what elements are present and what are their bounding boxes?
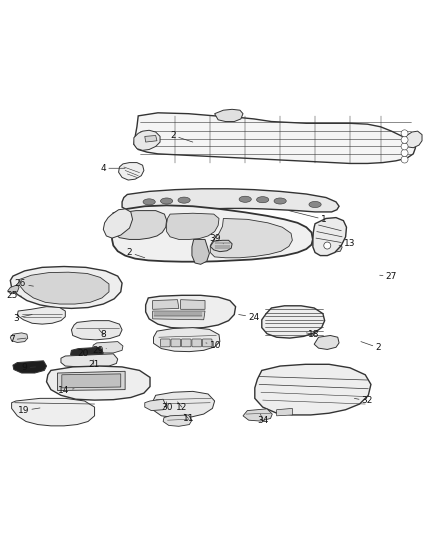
Polygon shape <box>314 335 339 350</box>
Text: 13: 13 <box>339 239 356 248</box>
Polygon shape <box>112 205 313 262</box>
Text: 8: 8 <box>99 329 106 339</box>
Polygon shape <box>92 342 123 353</box>
Circle shape <box>324 242 331 249</box>
Polygon shape <box>11 333 28 343</box>
Ellipse shape <box>274 198 286 204</box>
Text: 7: 7 <box>9 335 26 344</box>
Polygon shape <box>19 272 109 304</box>
Polygon shape <box>146 295 236 328</box>
Circle shape <box>401 143 408 150</box>
Text: 2: 2 <box>361 342 381 352</box>
Polygon shape <box>12 398 95 426</box>
Text: 19: 19 <box>18 406 40 415</box>
Polygon shape <box>57 372 125 391</box>
Circle shape <box>401 149 408 157</box>
Polygon shape <box>62 374 121 388</box>
Polygon shape <box>103 209 133 238</box>
Polygon shape <box>46 366 150 400</box>
Polygon shape <box>113 211 166 239</box>
FancyBboxPatch shape <box>192 339 201 347</box>
Text: 30: 30 <box>161 402 173 411</box>
Polygon shape <box>122 189 339 212</box>
Text: 1: 1 <box>289 211 327 224</box>
Polygon shape <box>134 113 416 164</box>
Text: 32: 32 <box>354 397 373 406</box>
Ellipse shape <box>178 197 190 203</box>
Polygon shape <box>71 348 103 359</box>
Polygon shape <box>166 213 219 239</box>
Polygon shape <box>192 239 209 264</box>
FancyBboxPatch shape <box>160 339 170 347</box>
Polygon shape <box>152 391 215 417</box>
Polygon shape <box>17 306 65 324</box>
Text: 25: 25 <box>6 291 21 300</box>
Text: 11: 11 <box>183 414 194 423</box>
Text: 34: 34 <box>257 414 268 425</box>
FancyBboxPatch shape <box>202 339 212 347</box>
Polygon shape <box>324 242 342 253</box>
Text: 27: 27 <box>380 272 397 280</box>
Polygon shape <box>180 300 205 309</box>
Polygon shape <box>8 285 19 294</box>
Polygon shape <box>11 266 122 309</box>
Ellipse shape <box>309 201 321 207</box>
Polygon shape <box>145 135 157 142</box>
Polygon shape <box>255 364 371 415</box>
Text: 2: 2 <box>127 248 145 258</box>
Polygon shape <box>277 408 292 416</box>
Polygon shape <box>153 328 220 352</box>
Ellipse shape <box>143 199 155 205</box>
Text: 29: 29 <box>92 346 106 355</box>
Polygon shape <box>210 240 232 252</box>
Text: 10: 10 <box>206 341 221 350</box>
Text: 4: 4 <box>100 164 125 173</box>
Ellipse shape <box>160 198 173 204</box>
Polygon shape <box>152 311 205 320</box>
Text: 12: 12 <box>176 402 187 411</box>
Polygon shape <box>262 306 325 338</box>
Polygon shape <box>210 219 292 258</box>
Text: 39: 39 <box>209 235 223 244</box>
Text: 3: 3 <box>13 313 32 322</box>
Polygon shape <box>13 361 46 373</box>
Text: 14: 14 <box>58 386 74 395</box>
Polygon shape <box>134 130 160 150</box>
Circle shape <box>401 130 408 137</box>
Text: 26: 26 <box>14 279 33 288</box>
Polygon shape <box>145 399 166 410</box>
Circle shape <box>401 156 408 163</box>
Text: 9: 9 <box>22 364 35 372</box>
Text: 24: 24 <box>239 313 260 321</box>
FancyBboxPatch shape <box>171 339 180 347</box>
Polygon shape <box>71 321 122 340</box>
Polygon shape <box>152 300 179 309</box>
Polygon shape <box>61 354 118 367</box>
Polygon shape <box>215 109 243 122</box>
Text: 2: 2 <box>170 131 193 142</box>
Text: 21: 21 <box>88 360 99 369</box>
Ellipse shape <box>239 196 251 203</box>
Polygon shape <box>405 131 422 148</box>
Circle shape <box>401 136 408 143</box>
Polygon shape <box>313 217 346 256</box>
Polygon shape <box>243 409 272 421</box>
Ellipse shape <box>257 197 269 203</box>
FancyBboxPatch shape <box>181 339 191 347</box>
Polygon shape <box>163 415 192 426</box>
Text: 20: 20 <box>77 349 90 358</box>
Polygon shape <box>119 163 144 180</box>
Text: 18: 18 <box>306 330 320 339</box>
